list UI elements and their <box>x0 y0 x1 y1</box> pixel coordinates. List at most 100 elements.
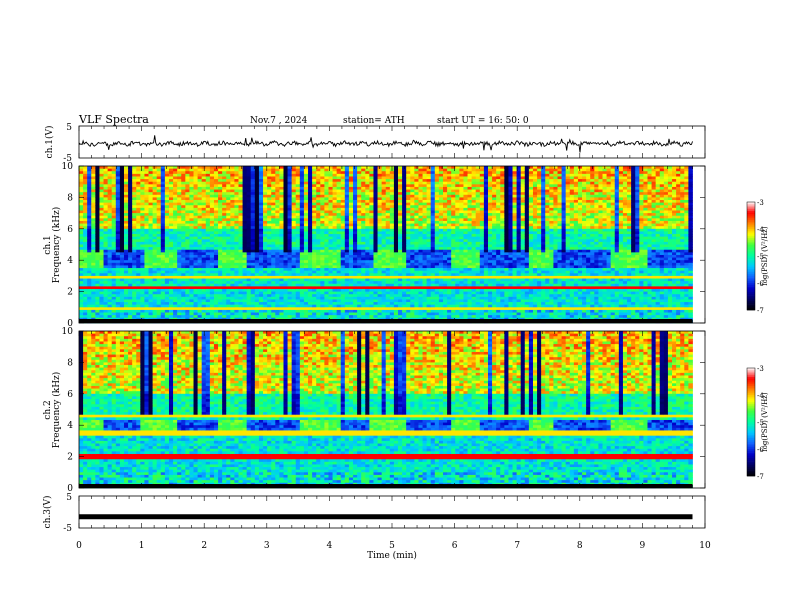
spectrogram-cell <box>341 226 345 229</box>
spectrogram-cell <box>218 276 222 279</box>
spectrogram-cell <box>83 268 87 271</box>
spectrogram-cell <box>226 226 230 229</box>
spectrogram-cell <box>161 279 165 282</box>
spectrogram-cell <box>108 200 112 203</box>
spectrogram-cell <box>116 292 120 295</box>
spectrogram-cell <box>369 224 373 227</box>
spectrogram-cell <box>161 224 165 227</box>
spectrogram-cell <box>357 192 361 195</box>
spectrogram-cell <box>124 224 128 227</box>
spectrogram-cell <box>255 260 259 263</box>
spectrogram-cell <box>140 213 144 216</box>
spectrogram-cell <box>206 263 210 266</box>
spectrogram-cell <box>402 213 406 216</box>
spectrogram-cell <box>373 263 377 266</box>
spectrogram-cell <box>283 271 287 274</box>
spectrogram-cell <box>91 252 95 255</box>
spectrogram-cell <box>243 169 247 172</box>
spectrogram-cell <box>361 284 365 287</box>
spectrogram-cell <box>259 258 263 261</box>
spectrogram-cell <box>173 250 177 253</box>
spectrogram-cell <box>345 271 349 274</box>
spectrogram-cell <box>390 213 394 216</box>
spectrogram-cell <box>157 205 161 208</box>
spectrogram-cell <box>259 302 263 305</box>
spectrogram-cell <box>288 192 292 195</box>
spectrogram-cell <box>308 250 312 253</box>
spectrogram-cell <box>189 315 193 318</box>
spectrogram-cell <box>361 242 365 245</box>
spectrogram-cell <box>157 247 161 250</box>
spectrogram-cell <box>87 197 91 200</box>
spectrogram-cell <box>128 284 132 287</box>
spectrogram-cell <box>149 203 153 206</box>
spectrogram-cell <box>247 310 251 313</box>
spectrogram-cell <box>181 176 185 179</box>
spectrogram-cell <box>116 281 120 284</box>
spectrogram-cell <box>181 297 185 300</box>
spectrogram-cell <box>202 208 206 211</box>
spectrogram-cell <box>149 313 153 316</box>
spectrogram-cell <box>275 203 279 206</box>
spectrogram-cell <box>398 190 402 193</box>
spectrogram-cell <box>353 260 357 263</box>
spectrogram-cell <box>365 210 369 213</box>
spectrogram-cell <box>357 184 361 187</box>
spectrogram-cell <box>157 213 161 216</box>
spectrogram-cell <box>140 276 144 279</box>
spectrogram-cell <box>79 171 83 174</box>
spectrogram-cell <box>210 195 214 198</box>
spectrogram-cell <box>91 297 95 300</box>
spectrogram-cell <box>324 258 328 261</box>
spectrogram-cell <box>120 224 124 227</box>
spectrogram-cell <box>394 268 398 271</box>
spectrogram-cell <box>267 286 271 289</box>
spectrogram-cell <box>177 174 181 177</box>
spectrogram-cell <box>365 273 369 276</box>
spectrogram-cell <box>304 237 308 240</box>
spectrogram-cell <box>324 226 328 229</box>
spectrogram-cell <box>308 307 312 310</box>
spectrogram-cell <box>95 229 99 232</box>
spectrogram-cell <box>99 218 103 221</box>
spectrogram-cell <box>406 210 410 213</box>
spectrogram-cell <box>357 190 361 193</box>
spectrogram-cell <box>149 174 153 177</box>
spectrogram-cell <box>337 313 341 316</box>
spectrogram-cell <box>394 294 398 297</box>
spectrogram-cell <box>275 216 279 219</box>
spectrogram-cell <box>116 176 120 179</box>
spectrogram-cell <box>275 197 279 200</box>
spectrogram-cell <box>198 315 202 318</box>
spectrogram-cell <box>185 190 189 193</box>
spectrogram-cell <box>328 294 332 297</box>
spectrogram-cell <box>275 200 279 203</box>
spectrogram-cell <box>149 182 153 185</box>
spectrogram-cell <box>128 205 132 208</box>
spectrogram-cell <box>292 302 296 305</box>
spectrogram-cell <box>144 305 148 308</box>
spectrogram-cell <box>165 313 169 316</box>
spectrogram-cell <box>198 166 202 169</box>
spectrogram-cell <box>304 184 308 187</box>
spectrogram-cell <box>390 289 394 292</box>
spectrogram-cell <box>251 179 255 182</box>
spectrogram-cell <box>247 234 251 237</box>
spectrogram-cell <box>239 192 243 195</box>
spectrogram-cell <box>214 203 218 206</box>
spectrogram-cell <box>353 187 357 190</box>
spectrogram-cell <box>239 171 243 174</box>
spectrogram-cell <box>222 279 226 282</box>
spectrogram-cell <box>161 221 165 224</box>
spectrogram-cell <box>177 289 181 292</box>
spectrogram-cell <box>83 299 87 302</box>
spectrogram-cell <box>120 208 124 211</box>
spectrogram-cell <box>386 210 390 213</box>
spectrogram-cell <box>308 192 312 195</box>
spectrogram-cell <box>116 313 120 316</box>
spectrogram-cell <box>386 231 390 234</box>
spectrogram-cell <box>316 299 320 302</box>
spectrogram-cell <box>140 247 144 250</box>
spectrogram-cell <box>328 190 332 193</box>
spectrogram-cell <box>226 305 230 308</box>
